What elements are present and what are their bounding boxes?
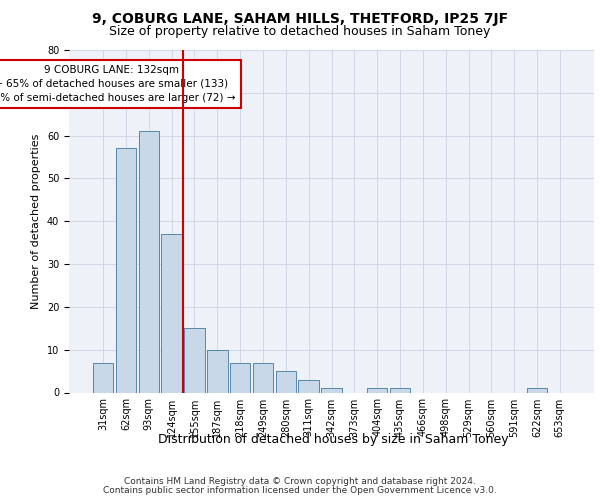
- Bar: [230, 362, 250, 392]
- Bar: [207, 350, 227, 393]
- Bar: [253, 362, 273, 392]
- Text: Size of property relative to detached houses in Saham Toney: Size of property relative to detached ho…: [109, 25, 491, 38]
- Text: Contains public sector information licensed under the Open Government Licence v3: Contains public sector information licen…: [103, 486, 497, 495]
- Text: Distribution of detached houses by size in Saham Toney: Distribution of detached houses by size …: [158, 432, 508, 446]
- Bar: [275, 371, 296, 392]
- Bar: [93, 362, 113, 392]
- Bar: [321, 388, 342, 392]
- Text: 9, COBURG LANE, SAHAM HILLS, THETFORD, IP25 7JF: 9, COBURG LANE, SAHAM HILLS, THETFORD, I…: [92, 12, 508, 26]
- Bar: [390, 388, 410, 392]
- Text: Contains HM Land Registry data © Crown copyright and database right 2024.: Contains HM Land Registry data © Crown c…: [124, 477, 476, 486]
- Bar: [527, 388, 547, 392]
- Bar: [161, 234, 182, 392]
- Bar: [184, 328, 205, 392]
- Text: 9 COBURG LANE: 132sqm
← 65% of detached houses are smaller (133)
35% of semi-det: 9 COBURG LANE: 132sqm ← 65% of detached …: [0, 65, 235, 103]
- Bar: [139, 132, 159, 392]
- Y-axis label: Number of detached properties: Number of detached properties: [31, 134, 41, 309]
- Bar: [298, 380, 319, 392]
- Bar: [116, 148, 136, 392]
- Bar: [367, 388, 388, 392]
